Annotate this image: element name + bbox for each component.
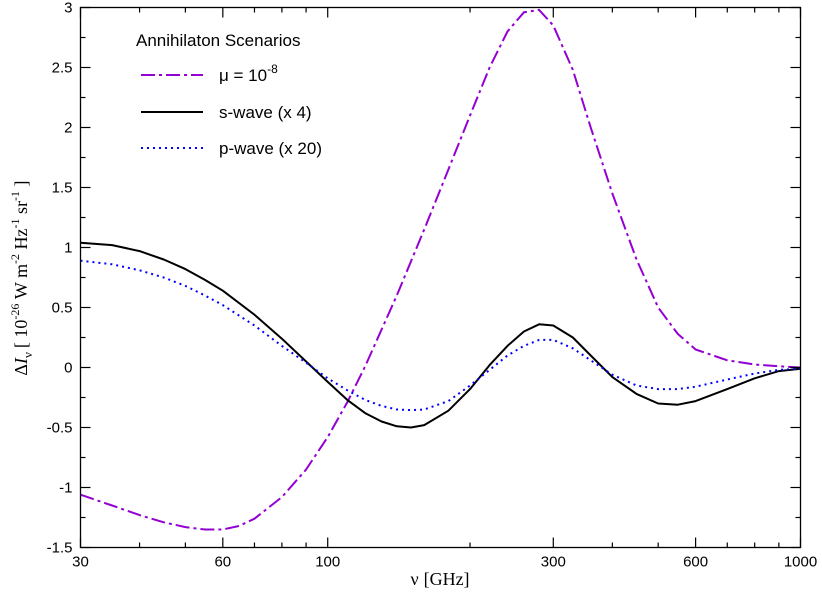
y-axis-title-exp1: -26 xyxy=(8,304,22,320)
y-tick-label: 1.5 xyxy=(52,180,73,197)
y-axis-ticks: -1.5 -1 -0.5 0 0.5 1 1.5 2 2.5 3 xyxy=(47,0,801,557)
y-tick-label: 0.5 xyxy=(52,300,73,317)
x-axis-title-symbol: ν xyxy=(410,569,418,589)
legend-label-p-wave: p-wave (x 20) xyxy=(219,139,322,158)
y-axis-title-w: W m xyxy=(11,264,31,304)
y-tick-label: 3 xyxy=(64,0,72,17)
legend: Annihilaton Scenarios μ = 10-8 s-wave (x… xyxy=(136,31,322,158)
y-axis-title-exp2: -2 xyxy=(8,254,22,264)
x-axis-title: ν [GHz] xyxy=(410,569,469,589)
x-tick-label: 30 xyxy=(72,554,89,571)
y-tick-label: -1.5 xyxy=(47,540,73,557)
y-tick-label: 0 xyxy=(64,360,72,377)
x-tick-label: 60 xyxy=(214,554,231,571)
y-tick-label: 2 xyxy=(64,120,72,137)
y-axis-title-hz: Hz xyxy=(11,228,31,254)
legend-label-mu: μ = 10-8 xyxy=(219,62,278,85)
y-axis-title-close: ] xyxy=(11,180,31,191)
x-tick-label: 100 xyxy=(315,554,340,571)
legend-label-s-wave: s-wave (x 4) xyxy=(219,103,312,122)
plot-lines xyxy=(80,8,801,531)
y-tick-label: -1 xyxy=(59,480,72,497)
y-axis-title-exp4: -1 xyxy=(8,191,22,201)
y-axis-title-var: I xyxy=(11,357,31,365)
x-tick-label: 600 xyxy=(683,554,708,571)
y-axis-title-sr: sr xyxy=(11,201,31,219)
x-tick-label: 1000 xyxy=(784,554,817,571)
y-axis-title-prefix: Δ xyxy=(11,364,31,376)
y-tick-label: 2.5 xyxy=(52,60,73,77)
y-axis-title: ΔIν[ 10-26 W m-2 Hz-1 sr-1 ] xyxy=(8,180,35,375)
legend-title: Annihilaton Scenarios xyxy=(136,31,300,50)
x-axis-title-unit: [GHz] xyxy=(424,569,470,589)
y-tick-label: 1 xyxy=(64,240,72,257)
y-axis-title-open: [ 10 xyxy=(11,320,31,349)
series-line-s-wave xyxy=(80,241,801,429)
series-line-p-wave xyxy=(80,259,801,412)
legend-label-mu-base: μ = 10 xyxy=(219,66,267,85)
legend-label-mu-exponent: -8 xyxy=(267,62,278,76)
y-tick-label: -0.5 xyxy=(47,420,73,437)
y-axis-title-exp3: -1 xyxy=(8,218,22,228)
x-tick-label: 300 xyxy=(541,554,566,571)
series-line-mu xyxy=(80,8,801,531)
x-axis-ticks: 30 60 100 300 600 1000 xyxy=(72,7,817,571)
y-axis-title-sub: ν xyxy=(20,352,35,358)
